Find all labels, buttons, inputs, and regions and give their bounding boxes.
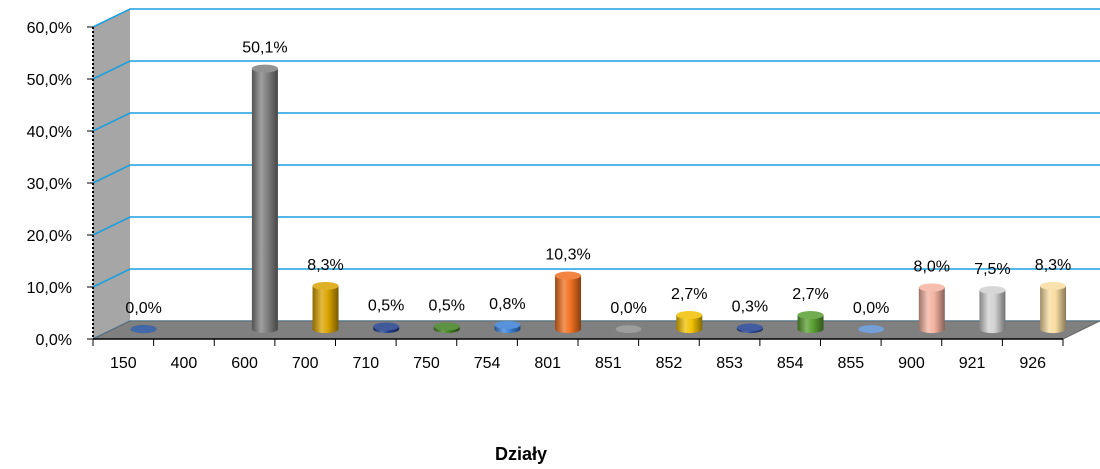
bar-top [1040,281,1067,290]
bar-851 [615,325,642,334]
bar-top [858,325,885,334]
bar-600 [251,64,278,334]
bar-body [797,315,824,334]
bar-900 [918,283,945,334]
bar-body [251,68,278,334]
x-tick-label: 921 [959,355,986,372]
bar-body [1040,285,1067,334]
bar-853 [736,323,763,334]
x-tick-label: 600 [231,355,258,372]
data-label: 0,5% [429,298,465,315]
bar-body [312,285,339,334]
x-tick-labels: 150 400 600 700 710 750 754 801 851 852 853 854 855 9… [110,355,1046,372]
data-label: 7,5% [974,261,1010,278]
bar-body [676,315,703,334]
x-tick-label: 926 [1019,355,1046,372]
bar-top [615,325,642,334]
data-label: 0,0% [125,300,161,317]
gridline [92,112,1100,132]
data-label: 0,8% [489,296,525,313]
y-tick-label: 50,0% [27,72,72,89]
gridline [92,8,1100,28]
bar-710 [373,322,400,334]
x-tick-label: 710 [352,355,379,372]
x-tick-label: 853 [716,355,743,372]
bar-top [433,322,460,331]
gridline [92,268,1100,288]
floor [92,320,1100,340]
data-label: 0,0% [853,300,889,317]
x-axis [92,338,1064,346]
data-label: 2,7% [792,286,828,303]
bar-top [797,311,824,320]
bar-150 [130,325,157,334]
y-tick-label: 10,0% [27,280,72,297]
bar-top [676,311,703,320]
data-label: 8,0% [914,259,950,276]
bar-top [312,281,339,290]
x-tick-label: 900 [898,355,925,372]
bar-921 [979,286,1006,334]
y-tick-label: 0,0% [36,332,72,349]
bar-top [130,325,157,334]
bar-754 [494,320,521,334]
data-label: 2,7% [671,286,707,303]
gridline [92,164,1100,184]
bar-854 [797,311,824,334]
bar-801 [555,271,582,334]
bar-750 [433,322,460,334]
bar-top [736,323,763,332]
data-label: 50,1% [242,40,287,57]
bar-body [918,287,945,334]
y-tick-label: 40,0% [27,124,72,141]
bar-855 [858,325,885,334]
bar-body [979,290,1006,334]
y-tick-label: 60,0% [27,20,72,37]
x-tick-label: 150 [110,355,137,372]
data-label: 8,3% [307,257,343,274]
bar-top [918,283,945,292]
bar-top [494,320,521,329]
bar-852 [676,311,703,334]
bar-top [555,271,582,280]
gridline [92,216,1100,236]
data-label: 8,3% [1035,257,1071,274]
x-tick-label: 855 [837,355,864,372]
gridline [92,60,1100,80]
data-label: 0,5% [368,298,404,315]
bar-926 [1040,281,1067,334]
bar-700 [312,281,339,334]
x-tick-label: 400 [171,355,198,372]
bar-top [251,64,278,73]
y-tick-label: 30,0% [27,176,72,193]
data-labels: 0,0% 50,1% 8,3% 0,5% 0,5% 0,8% 10,3% 0,0% 2,7% 0,… [125,40,1071,318]
bar-top [373,322,400,331]
data-label: 0,3% [732,299,768,316]
x-tick-label: 852 [656,355,683,372]
x-tick-label: 851 [595,355,622,372]
x-axis-title: Działy [495,444,547,464]
bar-body [555,275,582,334]
x-tick-label: 801 [534,355,561,372]
data-label: 10,3% [545,247,590,264]
x-tick-label: 854 [777,355,804,372]
bars [130,64,1067,334]
y-tick-labels: 0,0% 10,0% 20,0% 30,0% 40,0% 50,0% 60,0% [27,20,93,349]
x-tick-label: 750 [413,355,440,372]
bar-top [979,286,1006,295]
data-label: 0,0% [610,300,646,317]
x-tick-label: 700 [292,355,319,372]
y-tick-label: 20,0% [27,228,72,245]
x-tick-label: 754 [474,355,501,372]
